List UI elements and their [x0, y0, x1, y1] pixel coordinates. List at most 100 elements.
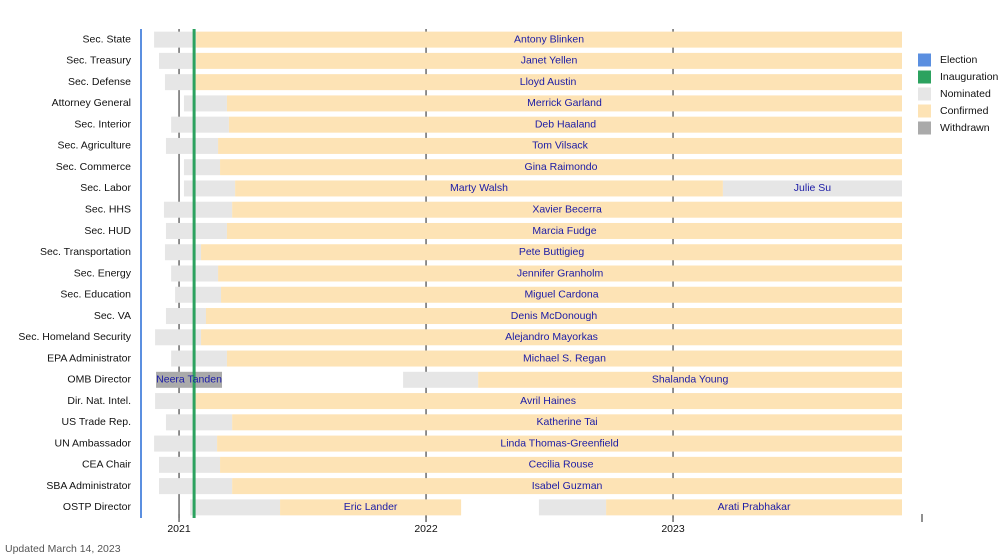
segment [183, 180, 236, 197]
row-label: EPA Administrator [47, 352, 131, 364]
segment [221, 286, 902, 303]
segment [190, 499, 281, 516]
segment-label: Jennifer Granholm [517, 267, 604, 279]
x-tick-label: 2022 [414, 523, 438, 535]
segment [228, 116, 902, 133]
segment [235, 180, 723, 197]
row-label: Sec. Education [60, 289, 131, 301]
segment [226, 95, 903, 112]
segment [217, 435, 902, 452]
row-label: Sec. Interior [74, 118, 131, 130]
segment [218, 137, 902, 154]
segment [226, 222, 903, 239]
segment [232, 201, 903, 218]
segment-label: Tom Vilsack [532, 140, 589, 152]
row-label: Sec. Treasury [66, 55, 132, 67]
row-label: CEA Chair [82, 459, 132, 471]
segment [175, 286, 222, 303]
legend-label: Confirmed [940, 105, 989, 117]
legend-swatch [918, 121, 931, 135]
legend-swatch [918, 53, 931, 67]
segment [232, 478, 903, 495]
segment [722, 180, 902, 197]
segment [183, 95, 227, 112]
segment-label: Xavier Becerra [532, 203, 602, 215]
segment [606, 499, 902, 516]
row-label: Sec. State [83, 33, 132, 45]
segment-label: Neera Tanden [156, 374, 222, 386]
row-label: UN Ambassador [55, 437, 132, 449]
legend-swatch [918, 70, 931, 84]
x-tick-label: 2023 [661, 523, 685, 535]
row-label: OMB Director [67, 374, 131, 386]
segment-label: Denis McDonough [511, 310, 598, 322]
segment [232, 414, 903, 431]
row-label: Attorney General [52, 97, 131, 109]
segment [201, 244, 902, 261]
segment-label: Eric Lander [344, 501, 398, 513]
row-label: US Trade Rep. [62, 416, 131, 428]
segment [538, 499, 607, 516]
segment [403, 371, 479, 388]
segment [201, 329, 902, 346]
segment-label: Marty Walsh [450, 182, 508, 194]
segment [478, 371, 902, 388]
row-label: Sec. Defense [68, 76, 131, 88]
segment-label: Merrick Garland [527, 97, 602, 109]
segment [164, 74, 195, 91]
row-label: Sec. HUD [84, 225, 131, 237]
segment [205, 308, 903, 325]
segment-label: Pete Buttigieg [519, 246, 585, 258]
segment [165, 222, 227, 239]
segment [164, 244, 202, 261]
segment [226, 350, 903, 367]
legend-label: Withdrawn [940, 122, 990, 134]
segment [159, 456, 221, 473]
segment-label: Linda Thomas-Greenfield [500, 437, 618, 449]
legend-swatch [918, 104, 931, 118]
row-label: Sec. Agriculture [57, 140, 131, 152]
legend-label: Election [940, 54, 978, 66]
row-label: OSTP Director [63, 501, 132, 513]
segment [196, 52, 902, 69]
segment [171, 350, 227, 367]
segment-label: Cecilia Rouse [529, 459, 594, 471]
segment [155, 329, 202, 346]
segment [165, 137, 219, 154]
row-label: Sec. VA [94, 310, 131, 322]
segment-label: Deb Haaland [535, 118, 596, 130]
segment [220, 159, 902, 176]
row-label: SBA Administrator [46, 480, 131, 492]
segment-label: Miguel Cardona [524, 289, 598, 301]
legend-label: Nominated [940, 88, 991, 100]
row-label: Sec. Energy [74, 267, 132, 279]
segment-label: Antony Blinken [514, 33, 584, 45]
footnote: Updated March 14, 2023 [5, 543, 121, 555]
segment [194, 393, 903, 410]
row-label: Sec. Commerce [56, 161, 131, 173]
segment [154, 31, 197, 48]
segment-label: Avril Haines [520, 395, 576, 407]
segment [194, 74, 903, 91]
segment [159, 52, 197, 69]
segment [183, 159, 221, 176]
row-label: Sec. HHS [85, 203, 131, 215]
segment [163, 201, 233, 218]
segment [165, 308, 206, 325]
segment-label: Marcia Fudge [532, 225, 596, 237]
segment [155, 393, 195, 410]
segment [280, 499, 462, 516]
segment-label: Shalanda Young [652, 374, 729, 386]
segment [156, 371, 223, 388]
segment [154, 435, 218, 452]
segment [218, 265, 902, 282]
legend-swatch [918, 87, 931, 101]
row-label: Sec. Transportation [40, 246, 131, 258]
segment-label: Janet Yellen [521, 55, 578, 67]
segment [196, 31, 902, 48]
row-label: Sec. Homeland Security [18, 331, 131, 343]
segment [220, 456, 902, 473]
segment-label: Isabel Guzman [532, 480, 603, 492]
segment-label: Michael S. Regan [523, 352, 606, 364]
